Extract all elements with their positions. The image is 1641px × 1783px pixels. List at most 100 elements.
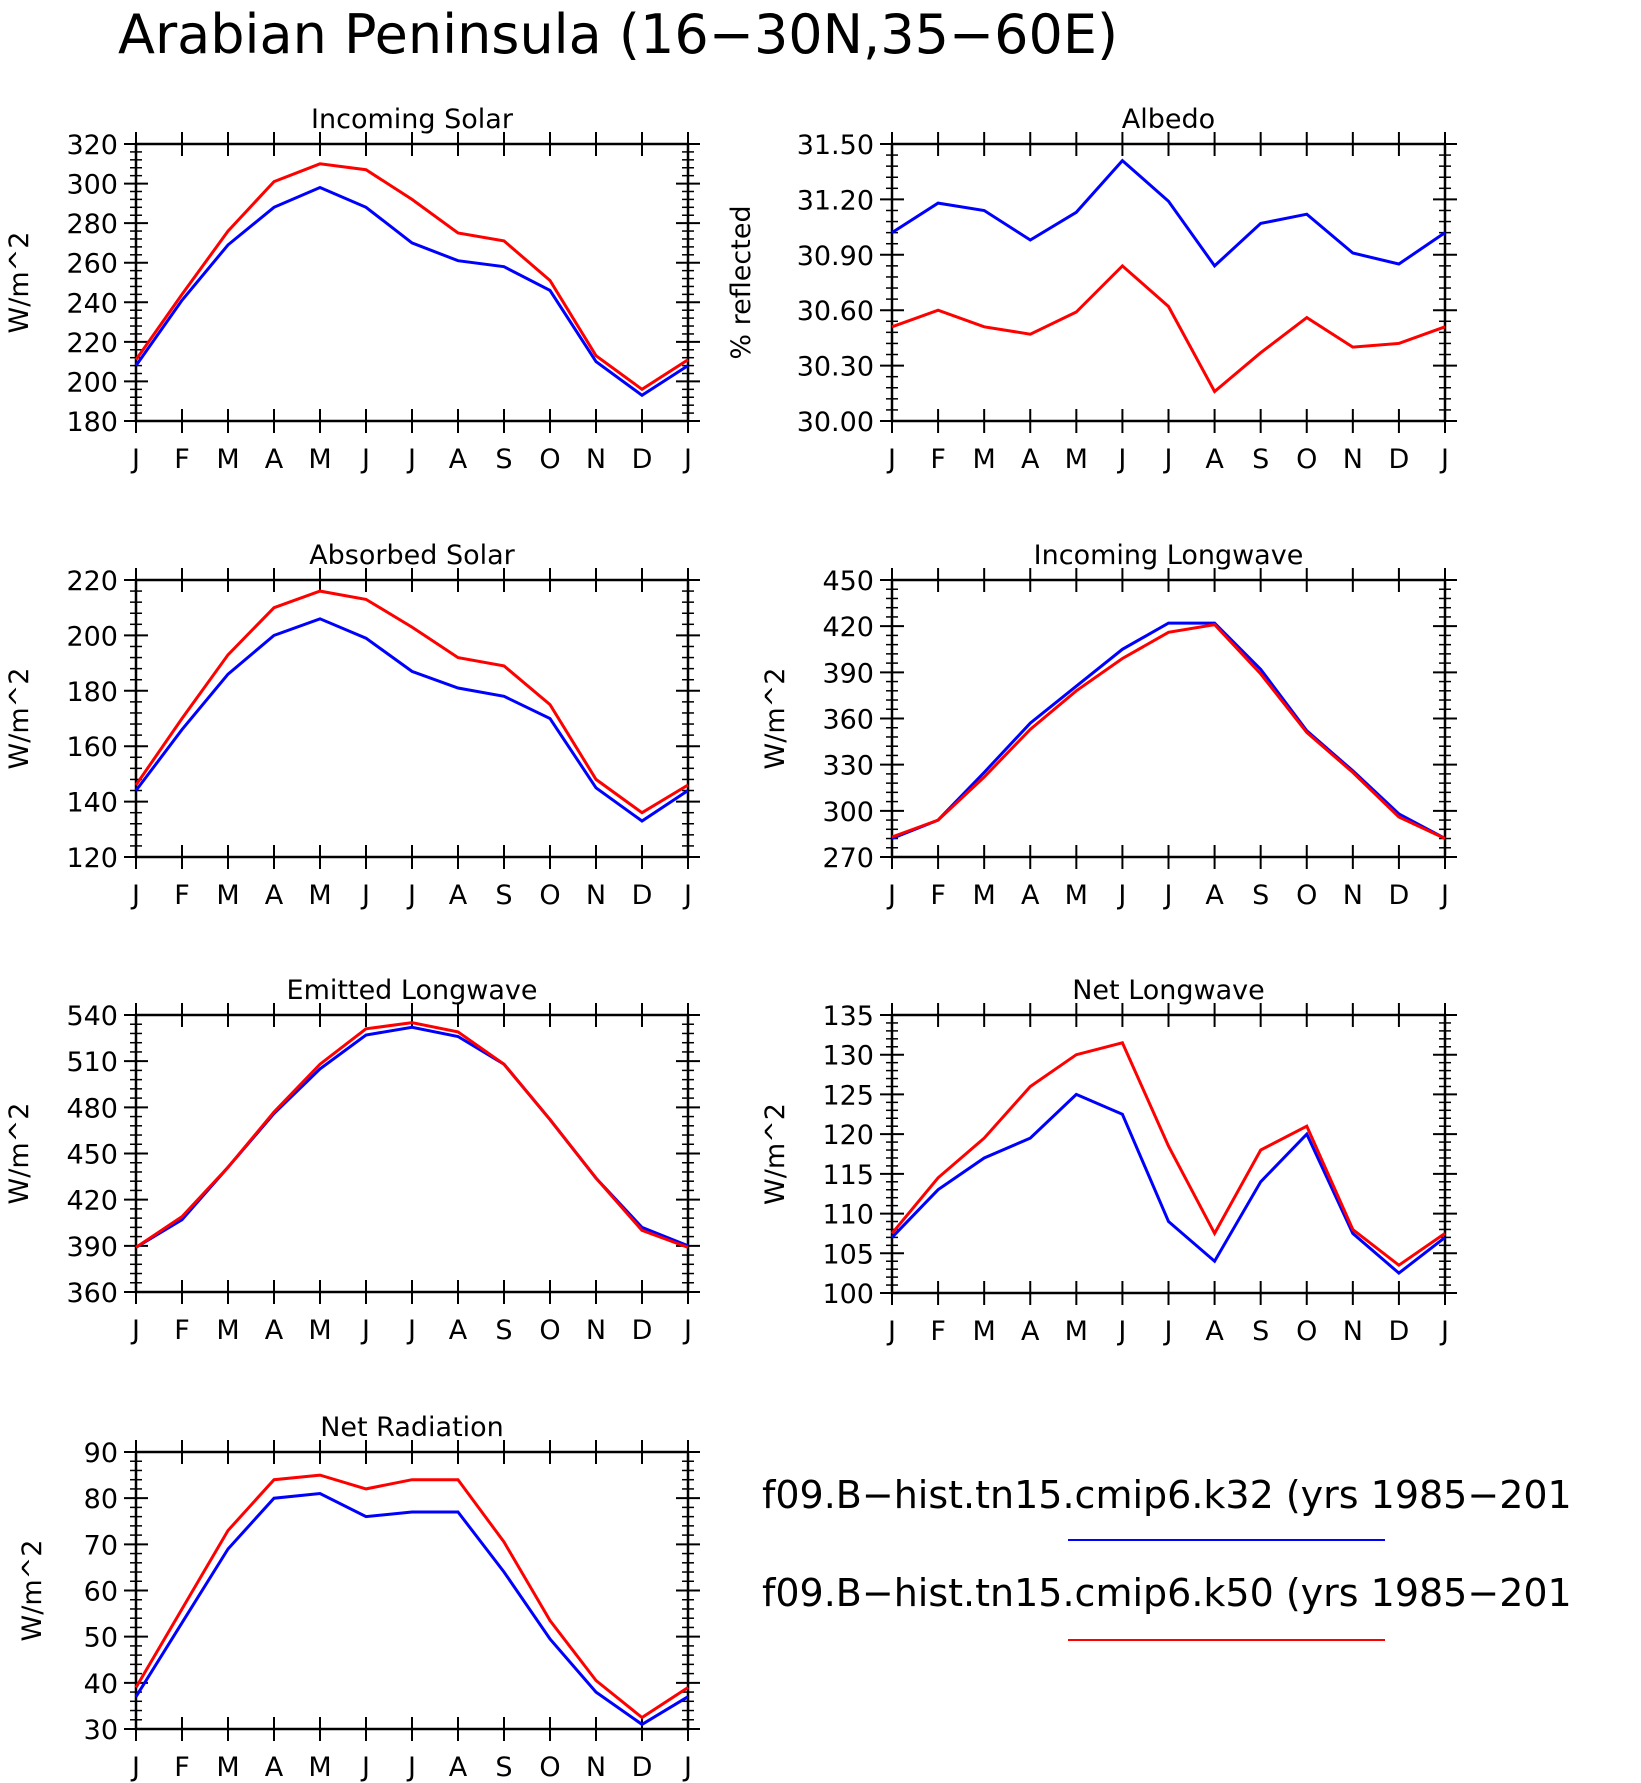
- x-tick-label: M: [308, 1752, 331, 1783]
- y-tick-label: 31.20: [797, 185, 874, 216]
- x-tick-label: A: [265, 880, 284, 911]
- x-tick-label: J: [130, 1752, 140, 1783]
- x-tick-label: D: [632, 1315, 653, 1346]
- x-tick-label: J: [130, 444, 140, 475]
- x-tick-label: S: [1252, 444, 1269, 475]
- x-tick-label: A: [265, 1315, 284, 1346]
- x-tick-label: M: [1065, 880, 1088, 911]
- y-tick-label: 30.00: [797, 407, 874, 438]
- x-tick-label: O: [1296, 444, 1317, 475]
- x-tick-label: J: [886, 1316, 896, 1347]
- x-tick-label: A: [1021, 880, 1040, 911]
- y-tick-label: 105: [822, 1239, 874, 1270]
- x-tick-label: S: [495, 1315, 512, 1346]
- y-tick-label: 60: [84, 1577, 118, 1608]
- series-line-2: [890, 1041, 1446, 1268]
- x-tick-label: J: [406, 880, 416, 911]
- series-line-2: [891, 263, 1446, 394]
- x-tick-label: J: [682, 1752, 692, 1783]
- x-tick-label: J: [1439, 1316, 1449, 1347]
- y-tick-label: 30.60: [797, 296, 874, 327]
- series-line-2: [891, 622, 1446, 840]
- x-tick-label: A: [1021, 1316, 1040, 1347]
- x-tick-label: M: [308, 1315, 331, 1346]
- x-tick-label: J: [1163, 880, 1173, 911]
- x-tick-label: J: [1163, 444, 1173, 475]
- series-line-1: [134, 1491, 689, 1727]
- x-tick-label: J: [130, 880, 140, 911]
- y-axis-label: % reflected: [726, 205, 757, 359]
- x-tick-label: J: [1116, 444, 1126, 475]
- x-tick-label: M: [973, 444, 996, 475]
- x-tick-label: J: [1439, 880, 1449, 911]
- legend: f09.B−hist.tn15.cmip6.k32 (yrs 1985−201 …: [762, 1473, 1572, 1641]
- y-tick-label: 80: [84, 1484, 118, 1515]
- y-tick-label: 200: [66, 621, 118, 652]
- y-axis-label: W/m^2: [760, 668, 791, 770]
- y-tick-label: 110: [822, 1200, 874, 1231]
- x-tick-label: J: [1439, 444, 1449, 475]
- y-tick-label: 160: [66, 732, 118, 763]
- plot-frame: [134, 578, 690, 859]
- x-tick-label: J: [1116, 1316, 1126, 1347]
- y-tick-label: 390: [66, 1232, 118, 1263]
- x-tick-label: J: [406, 444, 416, 475]
- x-tick-label: F: [174, 444, 190, 475]
- plot-frame: [134, 142, 690, 423]
- x-tick-label: M: [216, 1752, 239, 1783]
- x-tick-label: S: [495, 444, 512, 475]
- series-line-2: [134, 589, 689, 815]
- x-tick-label: J: [1163, 1316, 1173, 1347]
- x-tick-label: J: [1116, 880, 1126, 911]
- series-line-1: [135, 1025, 689, 1249]
- y-axis-label: W/m^2: [760, 1103, 791, 1205]
- y-tick-label: 30.90: [797, 241, 874, 272]
- x-tick-label: N: [586, 444, 606, 475]
- x-tick-label: M: [308, 880, 331, 911]
- x-tick-label: F: [174, 1752, 190, 1783]
- x-tick-label: J: [682, 1315, 692, 1346]
- panel-title: Net Longwave: [1072, 975, 1265, 1006]
- x-tick-label: J: [406, 1315, 416, 1346]
- series-line-1: [134, 185, 689, 398]
- y-tick-label: 180: [66, 407, 118, 438]
- series-line-2: [135, 1021, 689, 1249]
- x-tick-label: F: [174, 880, 190, 911]
- y-tick-label: 30.30: [797, 352, 874, 383]
- x-tick-label: A: [449, 880, 468, 911]
- x-tick-label: O: [1296, 1316, 1317, 1347]
- y-tick-label: 270: [822, 843, 874, 874]
- x-tick-label: M: [216, 880, 239, 911]
- x-tick-label: D: [1389, 1316, 1410, 1347]
- panel-title: Net Radiation: [320, 1412, 504, 1443]
- x-tick-label: N: [586, 1752, 606, 1783]
- x-tick-label: M: [216, 444, 239, 475]
- y-tick-label: 30: [84, 1715, 118, 1746]
- x-tick-label: O: [539, 1752, 560, 1783]
- y-tick-label: 390: [822, 658, 874, 689]
- x-tick-label: A: [1205, 880, 1224, 911]
- x-tick-label: F: [930, 1316, 946, 1347]
- y-tick-label: 100: [822, 1279, 874, 1310]
- y-tick-label: 300: [66, 170, 118, 201]
- x-tick-label: F: [930, 880, 946, 911]
- y-tick-label: 125: [822, 1080, 874, 1111]
- x-tick-label: J: [682, 880, 692, 911]
- x-tick-label: N: [586, 1315, 606, 1346]
- y-tick-label: 420: [822, 612, 874, 643]
- y-tick-label: 420: [66, 1186, 118, 1217]
- x-tick-label: D: [632, 880, 653, 911]
- panel-title: Incoming Longwave: [1034, 540, 1304, 571]
- x-tick-label: A: [1021, 444, 1040, 475]
- y-axis-label: W/m^2: [17, 1540, 48, 1642]
- x-tick-label: A: [265, 1752, 284, 1783]
- series-line-1: [134, 617, 689, 823]
- series-line-1: [891, 158, 1446, 269]
- x-tick-label: A: [1205, 1316, 1224, 1347]
